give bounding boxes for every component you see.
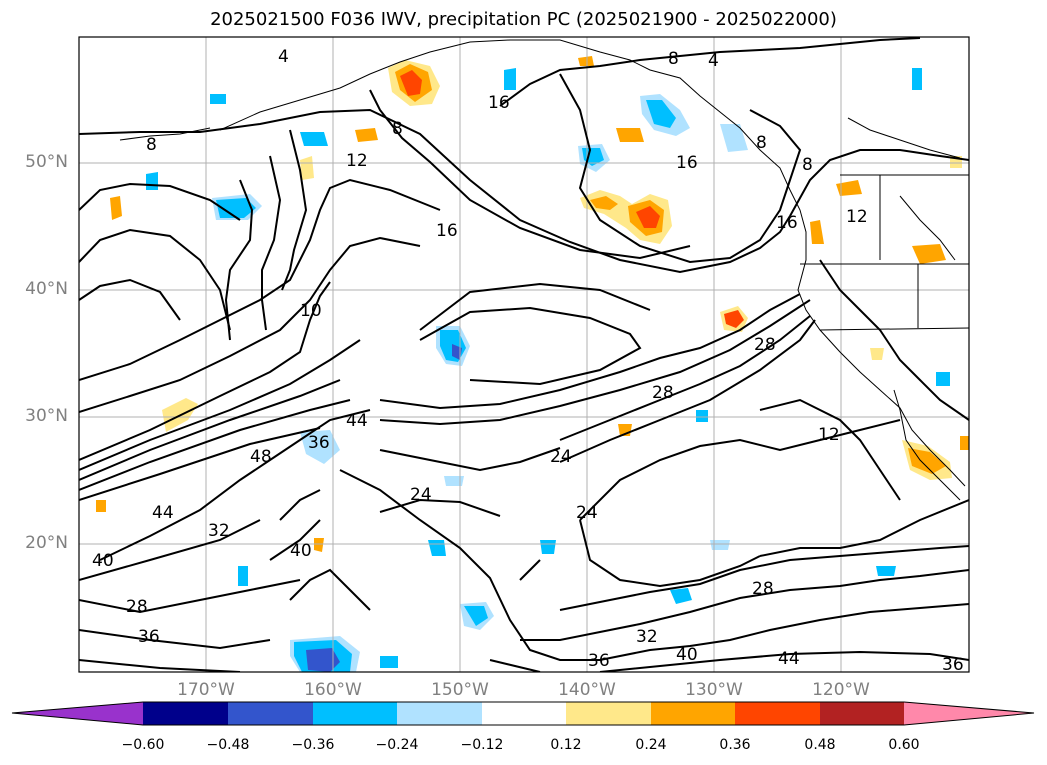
colorbar-tick-label: −0.12 (460, 737, 504, 753)
colorbar-segment (397, 702, 482, 725)
lat-label-20n: 20°N (25, 533, 68, 553)
contour-label: 4 (708, 51, 719, 71)
iwv-contours (79, 37, 969, 672)
lon-label-120w: 120°W (812, 680, 870, 700)
colorbar-segment (820, 702, 904, 725)
contour-label: 32 (208, 521, 230, 541)
colorbar-segment (651, 702, 735, 725)
contour-label: 8 (668, 49, 679, 69)
colorbar-extend-low (12, 702, 143, 725)
contour-label: 8 (802, 155, 813, 175)
colorbar-tick-label: 0.60 (888, 737, 920, 753)
contour-label: 8 (756, 133, 767, 153)
contour-label: 28 (652, 383, 674, 403)
gridlines (79, 37, 969, 672)
contour-label: 40 (676, 645, 698, 665)
colorbar-segment (735, 702, 820, 725)
colorbar-extend-high (904, 702, 1034, 725)
contour-label: 12 (818, 425, 840, 445)
colorbar-segment (143, 702, 228, 725)
coastlines (119, 39, 969, 501)
contour-label: 10 (300, 301, 322, 321)
plot-frame (78, 36, 970, 673)
colorbar-tick-label: −0.36 (291, 737, 335, 753)
contour-label: 36 (588, 651, 610, 671)
contour-label: 28 (126, 597, 148, 617)
colorbar-outline (11, 701, 1035, 726)
map-title: 2025021500 F036 IWV, precipitation PC (2… (210, 9, 837, 30)
lon-label-150w: 150°W (431, 680, 489, 700)
contour-label: 44 (346, 411, 368, 431)
colorbar-segment (566, 702, 651, 725)
colorbar-segment (228, 702, 313, 725)
precip-shading (96, 56, 969, 672)
contour-label: 24 (410, 485, 432, 505)
contour-label: 36 (308, 433, 330, 453)
contour-label: 8 (392, 119, 403, 139)
lon-label-170w: 170°W (177, 680, 235, 700)
contour-label: 40 (290, 541, 312, 561)
contour-label: 44 (778, 649, 800, 669)
contour-label: 32 (636, 627, 658, 647)
colorbar-tick-label: −0.24 (375, 737, 419, 753)
contour-label: 8 (146, 135, 157, 155)
lon-label-160w: 160°W (304, 680, 362, 700)
contour-label: 16 (776, 213, 798, 233)
contour-label: 44 (152, 503, 174, 523)
lon-label-140w: 140°W (558, 680, 616, 700)
contour-label: 36 (138, 627, 160, 647)
contour-label: 28 (754, 335, 776, 355)
contour-label: 48 (250, 447, 272, 467)
contour-labels: 4 8 8 12 16 16 16 24 24 28 28 32 36 40 4… (92, 47, 964, 675)
plot-area: 4 8 8 12 16 16 16 24 24 28 28 32 36 40 4… (79, 37, 969, 675)
colorbar (11, 701, 1035, 726)
contour-label: 16 (436, 221, 458, 241)
contour-label: 40 (92, 551, 114, 571)
contour-label: 24 (550, 447, 572, 467)
colorbar-tick-label: 0.36 (719, 737, 751, 753)
contour-label: 4 (278, 47, 289, 67)
colorbar-segment (482, 702, 566, 725)
lon-label-130w: 130°W (685, 680, 743, 700)
contour-label: 24 (576, 503, 598, 523)
colorbar-tick-label: 0.12 (550, 737, 582, 753)
lat-label-40n: 40°N (25, 279, 68, 299)
colorbar-segment (313, 702, 397, 725)
contour-label: 12 (846, 207, 868, 227)
contour-label: 12 (346, 151, 368, 171)
colorbar-tick-label: −0.48 (206, 737, 250, 753)
colorbar-tick-label: −0.60 (121, 737, 165, 753)
contour-label: 16 (676, 153, 698, 173)
colorbar-tick-label: 0.24 (635, 737, 667, 753)
lat-label-30n: 30°N (25, 406, 68, 426)
contour-label: 36 (942, 655, 964, 675)
contour-label: 28 (752, 579, 774, 599)
contour-label: 16 (488, 93, 510, 113)
lat-label-50n: 50°N (25, 152, 68, 172)
colorbar-tick-label: 0.48 (804, 737, 836, 753)
